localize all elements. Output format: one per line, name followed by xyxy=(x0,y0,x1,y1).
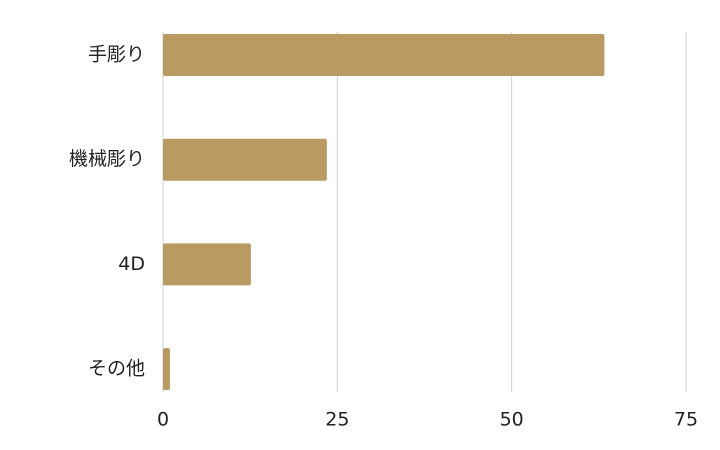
x-tick-label: 75 xyxy=(674,409,698,431)
x-tick-label: 50 xyxy=(500,409,524,431)
y-tick-label: その他 xyxy=(88,358,145,380)
y-tick-label: 4D xyxy=(118,253,145,275)
x-tick-label: 25 xyxy=(325,409,349,431)
bar xyxy=(163,138,327,181)
bar xyxy=(163,243,251,286)
y-tick-label: 機械彫り xyxy=(69,148,145,170)
bar xyxy=(163,348,170,391)
y-tick-label: 手彫り xyxy=(88,44,145,66)
bar xyxy=(163,34,605,76)
x-tick-label: 0 xyxy=(157,409,169,431)
